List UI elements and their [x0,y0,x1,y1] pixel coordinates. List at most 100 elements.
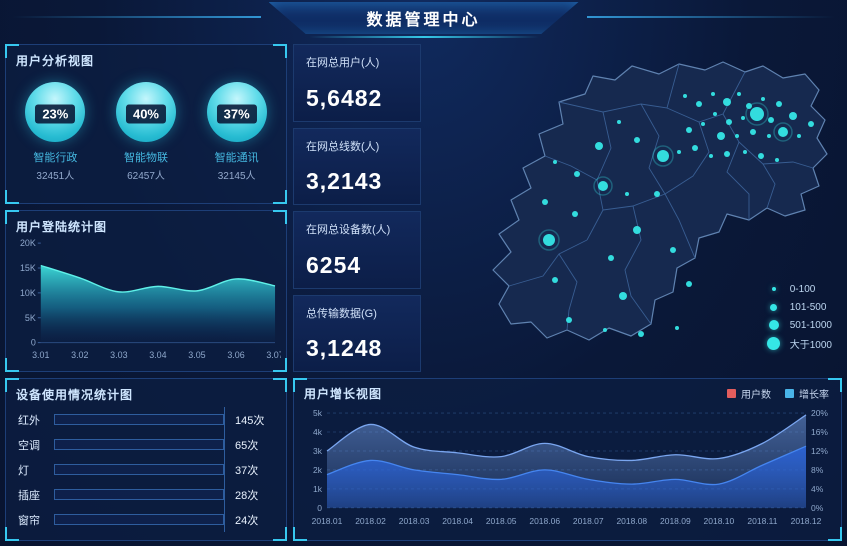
gauge-label: 智能行政 [33,152,78,164]
province-map: 0-100 101-500 501-1000 大于1000 [427,44,842,372]
map-legend-row: 大于1000 [766,334,832,352]
gauge-percent: 37% [216,104,257,124]
svg-text:0%: 0% [811,503,824,513]
dashboard-grid: 用户分析视图 23% 智能行政 32451人 40% 智能物联 62457人 37% 智能通讯… [5,44,842,541]
stat-label: 在网总设备数(人) [306,224,391,236]
panel-login-stats: 用户登陆统计图 0 5K 10K 15K 20K 3.01 3.02 3.03 3.04 3.05… [5,210,287,372]
svg-text:2018.05: 2018.05 [486,516,517,526]
login-area-chart: 0 5K 10K 15K 20K 3.01 3.02 3.03 3.04 3.05 3.06 3.07 [11,235,281,369]
svg-text:12%: 12% [811,446,828,456]
gauge-group: 23% 智能行政 32451人 40% 智能物联 62457人 37% 智能通讯 32145人 [6,72,286,182]
panel-user-analysis: 用户分析视图 23% 智能行政 32451人 40% 智能物联 62457人 37% 智能通讯… [5,44,287,204]
header: 数据管理中心 [0,0,847,42]
map-bubble-legend: 0-100 101-500 501-1000 大于1000 [766,280,832,352]
svg-text:2018.06: 2018.06 [529,516,560,526]
map-legend-label: 101-500 [789,301,827,313]
stat-label: 总传输数据(G) [306,307,377,320]
bar-row: 红外 145次 [6,407,286,432]
svg-text:2018.11: 2018.11 [747,516,777,526]
stat-value: 6254 [306,251,362,278]
panel-title-user-analysis: 用户分析视图 [16,54,95,68]
panel-device-usage: 设备使用情况统计图 红外 145次 空调 65次灯 37次 插座 28次 窗帘 24次 [5,378,287,541]
bar-label: 插座 [18,489,40,502]
growth-legend: 用户数 增长率 [727,386,829,401]
bar-track [54,514,224,525]
svg-text:5K: 5K [25,313,36,323]
bar-label: 红外 [18,414,40,427]
svg-text:0: 0 [31,338,36,348]
map-legend-label: 大于1000 [789,339,832,351]
bar-value: 37次 [224,457,278,482]
stat-label: 在网总线数(人) [306,140,380,153]
svg-text:2018.08: 2018.08 [616,516,647,526]
bar-track [54,439,224,450]
svg-text:20K: 20K [20,238,36,248]
bar-value: 65次 [224,432,278,457]
gauge-item: 37% 智能通讯 32145人 [195,80,279,182]
stat-label: 在网总用户(人) [306,57,380,69]
svg-text:2018.09: 2018.09 [660,516,691,526]
svg-text:0: 0 [317,503,322,513]
svg-text:3.04: 3.04 [149,350,166,360]
svg-text:4k: 4k [313,427,323,437]
map-legend-dot-cell [766,336,782,350]
legend-item-用户数[interactable]: 用户数 [727,386,771,401]
svg-text:16%: 16% [811,427,828,437]
panel-title-login-stats: 用户登陆统计图 [16,220,108,234]
gauge-sphere: 40% [115,82,176,142]
stat-box: 在网总线数(人) 3,2143 [293,127,421,205]
panel-title-user-growth: 用户增长视图 [304,387,383,401]
gauge-count: 62457人 [127,171,165,182]
bar-label: 空调 [18,439,40,452]
svg-text:8%: 8% [811,465,824,475]
map-legend-dot [768,320,779,330]
map-canvas [492,61,828,341]
svg-text:15K: 15K [20,263,36,273]
gauge-percent: 23% [35,104,76,124]
svg-text:1k: 1k [313,484,323,494]
svg-text:2k: 2k [313,465,323,475]
bar-value: 28次 [224,482,278,507]
svg-text:2018.03: 2018.03 [399,516,430,526]
svg-text:2018.12: 2018.12 [791,516,822,526]
map-legend-dot-cell [766,320,782,330]
bar-track [54,414,224,425]
legend-swatch [785,389,794,398]
svg-text:2018.04: 2018.04 [442,516,473,526]
bar-value: 145次 [224,407,278,432]
svg-text:2018.01: 2018.01 [312,516,343,526]
svg-text:3k: 3k [313,446,323,456]
page-title: 数据管理中心 [366,12,481,29]
gauge-count: 32451人 [36,171,75,182]
svg-text:3.02: 3.02 [71,350,88,360]
growth-panel-header: 用户增长视图 用户数 增长率 [294,379,841,402]
legend-label: 用户数 [741,390,771,401]
stat-value: 3,1248 [306,335,383,361]
gauge-label: 智能物联 [123,152,168,164]
bar-label: 窗帘 [18,514,40,527]
gauge-label: 智能通讯 [214,152,259,164]
bar-row: 灯 37次 [6,457,286,482]
map-legend-row: 101-500 [766,298,832,316]
svg-text:3.07: 3.07 [266,350,281,360]
svg-text:3.06: 3.06 [227,350,244,360]
bar-row: 窗帘 24次 [6,507,286,532]
svg-text:2018.10: 2018.10 [704,516,735,526]
svg-text:2018.07: 2018.07 [573,516,604,526]
svg-text:3.03: 3.03 [110,350,127,360]
legend-item-增长率[interactable]: 增长率 [785,386,829,401]
stat-box: 总传输数据(G) 3,1248 [293,294,421,372]
device-bar-chart: 红外 145次空调 65次灯 37次插座 28次 窗帘 24次 [6,405,286,536]
map-legend-dot [767,336,781,350]
gauge-item: 40% 智能物联 62457人 [104,80,188,182]
svg-text:3.01: 3.01 [32,350,49,360]
bar-track [54,464,224,475]
gauge-sphere: 37% [206,82,267,142]
map-legend-dot-cell [766,287,782,291]
map-legend-label: 0-100 [789,283,816,295]
stat-value: 3,2143 [306,168,383,194]
map-legend-row: 501-1000 [766,316,832,334]
svg-text:2018.02: 2018.02 [355,516,386,526]
svg-text:5k: 5k [313,408,323,418]
svg-text:10K: 10K [20,288,36,298]
